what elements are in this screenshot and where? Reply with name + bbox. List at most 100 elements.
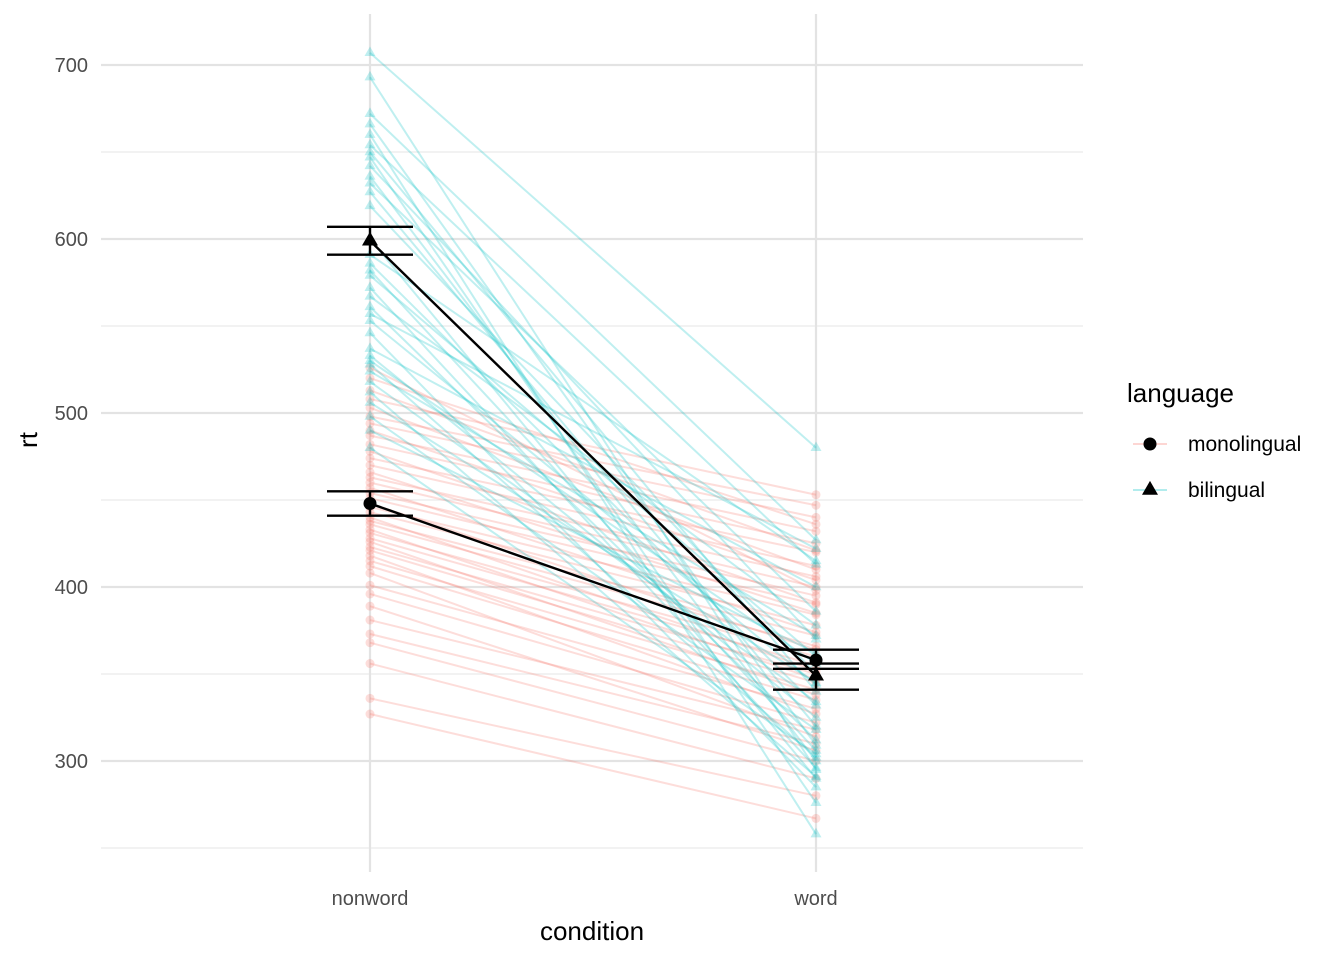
bilingual-subject-point <box>810 605 822 615</box>
monolingual-subject-line <box>369 443 817 545</box>
monolingual-subject-line <box>369 662 817 780</box>
bilingual-subject-point <box>364 145 376 156</box>
monolingual-subject-point <box>365 467 375 477</box>
bilingual-subject-line <box>369 391 817 778</box>
monolingual-subject-point <box>365 431 375 441</box>
monolingual-subject-point <box>811 704 821 714</box>
monolingual-subject-point <box>365 528 375 538</box>
bilingual-subject-line <box>369 269 817 752</box>
bilingual-subject-point <box>364 177 376 187</box>
bilingual-subject-point <box>810 699 822 709</box>
monolingual-subject-line <box>369 377 817 526</box>
bilingual-subject-point <box>810 733 822 744</box>
bilingual-subject-line <box>369 52 817 449</box>
legend-label-monolingual: monolingual <box>1188 433 1301 456</box>
x-axis-title: condition <box>540 916 644 946</box>
bilingual-subject-point <box>364 46 376 57</box>
monolingual-subject-point <box>365 551 375 561</box>
bilingual-subject-point <box>364 138 376 149</box>
bilingual-subject-line <box>369 415 817 731</box>
bilingual-subject-line <box>369 182 817 613</box>
bilingual-subject-line <box>369 134 817 835</box>
monolingual-subject-line <box>369 429 817 581</box>
monolingual-subject-line <box>369 422 817 519</box>
monolingual-subject-line <box>369 366 817 592</box>
monolingual-subject-line <box>369 481 817 588</box>
bilingual-subject-point <box>810 827 822 838</box>
bilingual-subject-point <box>810 796 822 806</box>
bilingual-subject-point <box>364 441 376 452</box>
monolingual-subject-line <box>369 406 817 571</box>
legend-title: language <box>1127 378 1234 408</box>
monolingual-subject-point <box>811 561 821 571</box>
monolingual-mean-line <box>369 502 817 662</box>
legend-key-triangle <box>1142 480 1158 495</box>
bilingual-subject-point <box>810 533 822 544</box>
monolingual-subject-point <box>811 591 821 601</box>
bilingual-subject-line <box>369 253 817 562</box>
bilingual-subject-line <box>369 123 817 746</box>
monolingual-subject-point <box>365 542 375 552</box>
monolingual-subject-point <box>811 526 821 536</box>
bilingual-subject-point <box>364 170 376 180</box>
monolingual-subject-point <box>811 500 821 510</box>
x-tick-label: nonword <box>332 888 409 910</box>
monolingual-mean-point <box>363 496 377 510</box>
bilingual-subject-point <box>810 618 822 629</box>
bilingual-subject-line <box>369 429 817 655</box>
monolingual-subject-point <box>811 608 821 618</box>
monolingual-subject-line <box>369 619 817 731</box>
monolingual-subject-point <box>811 739 821 749</box>
monolingual-subject-line <box>369 457 817 554</box>
monolingual-subject-line <box>369 532 817 658</box>
bilingual-subject-point <box>810 780 822 791</box>
y-tick-label: 600 <box>55 229 88 251</box>
legend-key-circle <box>1143 437 1157 451</box>
bilingual-subject-line <box>369 332 817 788</box>
monolingual-subject-point <box>365 403 375 413</box>
monolingual-subject-line <box>369 546 817 675</box>
bilingual-subject-line <box>369 295 817 627</box>
monolingual-subject-point <box>811 695 821 705</box>
x-tick-label: word <box>793 888 837 910</box>
bilingual-subject-line <box>369 274 817 658</box>
monolingual-subject-point <box>811 746 821 756</box>
monolingual-subject-point <box>365 615 375 625</box>
bilingual-subject-point <box>364 70 376 81</box>
legend-label-bilingual: bilingual <box>1188 479 1265 502</box>
bilingual-subject-point <box>810 580 822 591</box>
monolingual-subject-line <box>369 492 817 597</box>
monolingual-subject-point <box>811 512 821 522</box>
bilingual-subject-point <box>364 342 376 352</box>
bilingual-subject-line <box>369 401 817 684</box>
bilingual-subject-line <box>369 205 817 675</box>
monolingual-subject-point <box>365 472 375 482</box>
y-tick-label: 500 <box>55 403 88 425</box>
bilingual-subject-point <box>810 763 822 773</box>
bilingual-subject-point <box>364 314 376 325</box>
monolingual-subject-line <box>369 486 817 634</box>
bilingual-subject-line <box>369 151 817 693</box>
monolingual-subject-point <box>365 411 375 421</box>
bilingual-subject-line <box>369 238 817 780</box>
monolingual-subject-point <box>365 638 375 648</box>
monolingual-subject-point <box>365 568 375 578</box>
monolingual-subject-point <box>811 490 821 500</box>
monolingual-subject-point <box>811 539 821 548</box>
bilingual-subject-line <box>369 320 817 686</box>
monolingual-subject-point <box>811 598 821 608</box>
monolingual-subject-line <box>369 389 817 552</box>
bilingual-subject-point <box>364 117 376 128</box>
bilingual-subject-line <box>369 287 817 769</box>
bilingual-subject-point <box>810 719 822 730</box>
bilingual-subject-point <box>364 150 376 161</box>
bilingual-subject-point <box>810 770 822 780</box>
monolingual-subject-line <box>369 559 817 691</box>
bilingual-subject-line <box>369 175 817 762</box>
bilingual-subject-point <box>810 695 822 706</box>
monolingual-subject-point <box>811 756 821 766</box>
monolingual-subject-line <box>369 505 817 616</box>
legend: language monolingual bilingual <box>1127 378 1301 502</box>
monolingual-subject-point <box>365 589 375 599</box>
bilingual-subject-point <box>364 264 376 274</box>
